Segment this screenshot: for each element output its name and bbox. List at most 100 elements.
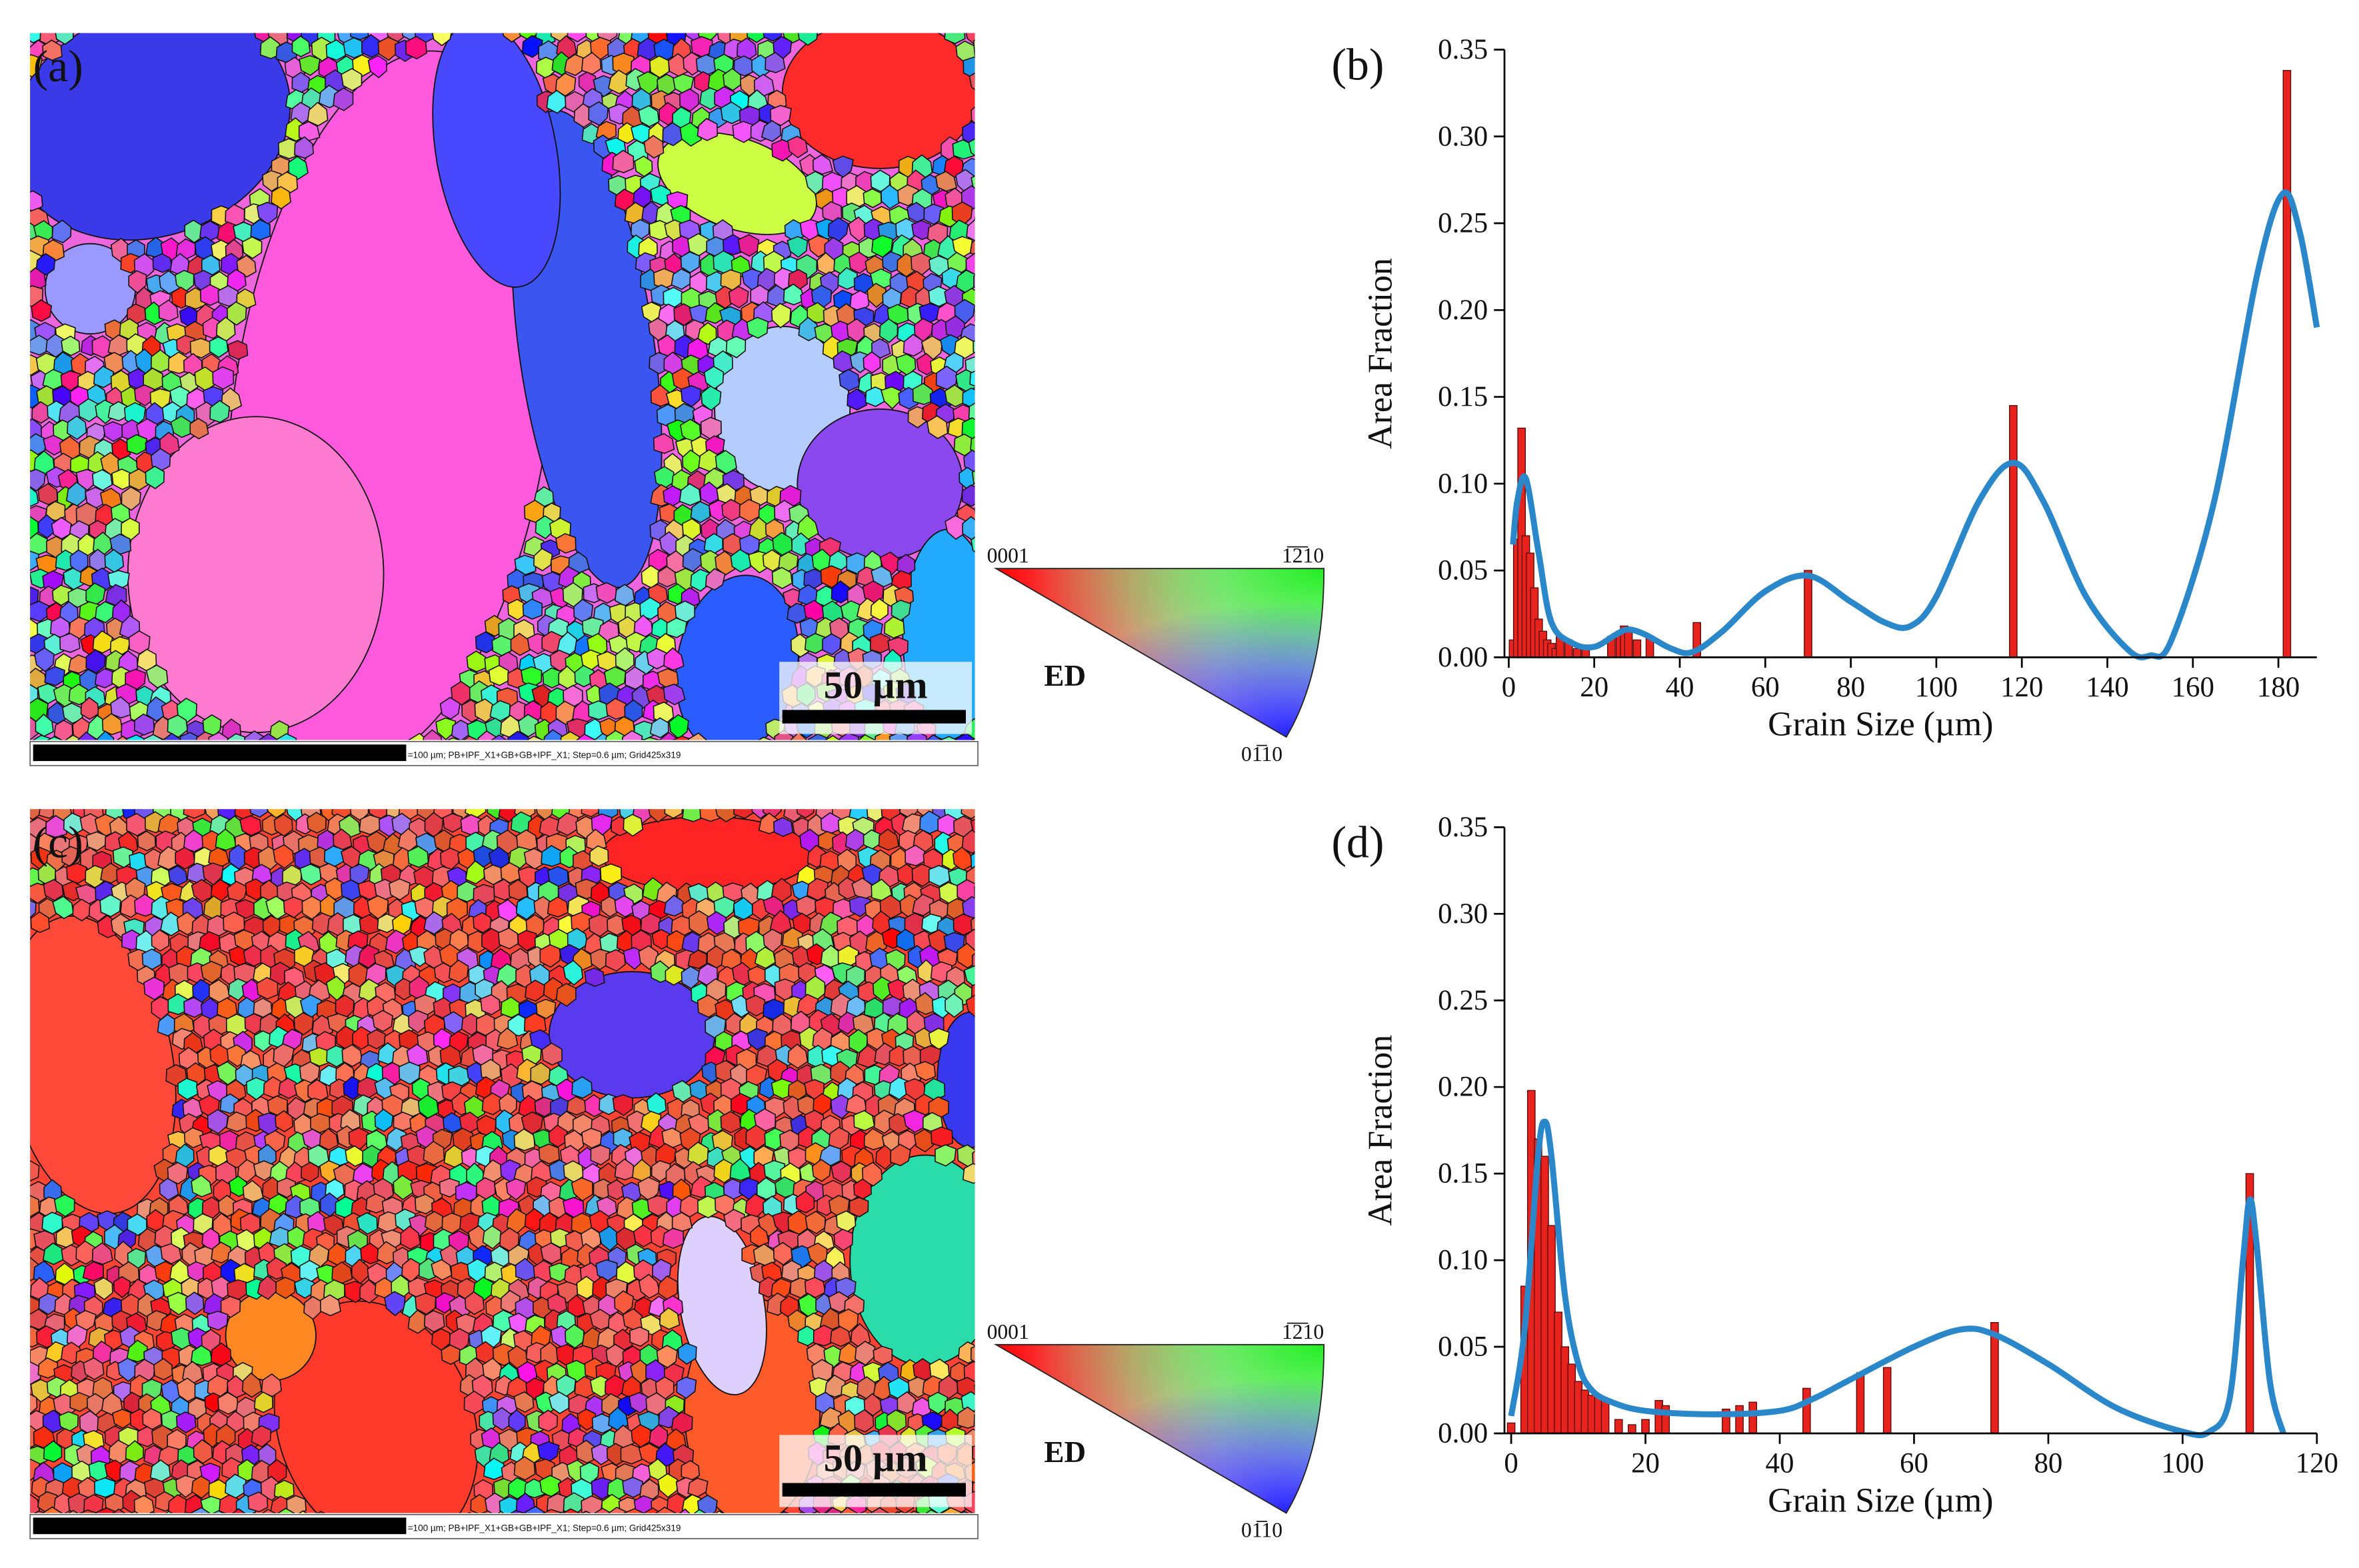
grain <box>861 1162 883 1187</box>
grain <box>980 420 999 444</box>
grain <box>275 1110 294 1133</box>
grain <box>982 1489 1003 1513</box>
grain <box>715 809 737 822</box>
grain <box>622 1477 644 1499</box>
grain <box>577 1408 597 1431</box>
grain <box>526 735 545 740</box>
grain <box>137 830 157 852</box>
grain <box>912 894 935 916</box>
grain <box>47 736 63 740</box>
x-tick-label: 100 <box>2161 1448 2204 1479</box>
y-tick-label: 0.15 <box>1438 1158 1488 1189</box>
grain <box>93 365 115 389</box>
grain <box>188 1512 191 1513</box>
bar <box>1600 1398 1610 1434</box>
grain <box>299 55 321 77</box>
grain <box>873 1345 893 1365</box>
x-tick-label: 140 <box>2086 672 2128 703</box>
grain <box>556 812 579 836</box>
y-axis-label: Area Fraction <box>1362 1035 1400 1226</box>
grain <box>990 816 1008 836</box>
panel-label: (c) <box>33 818 83 868</box>
grain <box>30 468 46 492</box>
grain <box>253 1160 275 1181</box>
grain <box>563 960 583 986</box>
grain <box>989 436 1008 458</box>
grain <box>981 488 1001 508</box>
grain <box>51 584 73 606</box>
grain <box>906 730 927 740</box>
grain <box>400 1225 421 1250</box>
grain <box>215 828 237 851</box>
grain <box>926 734 943 740</box>
bar <box>2282 70 2292 658</box>
grain <box>972 1445 975 1461</box>
grain <box>574 664 595 688</box>
grain <box>979 450 1000 473</box>
grain <box>515 1257 537 1281</box>
grain <box>68 1509 79 1513</box>
grain <box>93 1277 113 1301</box>
grain <box>113 1275 131 1299</box>
grain <box>612 1094 634 1116</box>
grain <box>30 550 40 571</box>
grain <box>482 1357 503 1381</box>
grain <box>500 862 521 884</box>
grain <box>991 736 1012 758</box>
grain <box>294 1277 315 1299</box>
grain <box>193 1439 213 1464</box>
bar <box>2009 404 2018 658</box>
grain <box>232 1508 246 1513</box>
grain <box>733 809 755 819</box>
grain <box>819 1407 842 1429</box>
grain <box>271 186 291 210</box>
grain <box>985 239 1005 261</box>
grain <box>614 895 636 918</box>
grain <box>522 598 543 620</box>
grain <box>758 736 773 740</box>
grain <box>377 1042 398 1065</box>
ebsd-map <box>30 809 1008 1513</box>
grain <box>854 1409 875 1433</box>
grain <box>261 1509 277 1513</box>
grain <box>797 994 819 1016</box>
grain <box>286 1495 307 1513</box>
grain <box>85 831 107 852</box>
grain <box>30 600 49 622</box>
grain <box>30 1160 40 1181</box>
grain <box>638 945 659 970</box>
grain <box>42 1242 65 1265</box>
grain <box>774 730 794 740</box>
panel-label: (d) <box>1331 818 1384 868</box>
y-tick-label: 0.30 <box>1438 898 1488 930</box>
grain <box>763 1160 786 1182</box>
grain <box>61 335 81 357</box>
grain <box>507 730 529 740</box>
x-tick-label: 20 <box>1631 1448 1660 1479</box>
grain <box>605 698 627 720</box>
grain <box>405 35 427 60</box>
grain <box>409 732 428 740</box>
grain <box>42 39 63 61</box>
grain <box>981 284 1001 307</box>
grain <box>787 1309 807 1332</box>
grain <box>423 1140 445 1166</box>
y-tick-label: 0.05 <box>1438 1331 1488 1363</box>
grain <box>239 1212 261 1235</box>
grain <box>957 1406 975 1429</box>
grain <box>623 1508 645 1513</box>
grain <box>961 484 975 507</box>
grain <box>249 809 269 818</box>
grain <box>253 1391 273 1413</box>
grain <box>988 1479 1008 1501</box>
grain <box>971 952 975 969</box>
grain <box>538 1143 560 1165</box>
grain <box>276 733 297 740</box>
grain <box>91 1242 113 1265</box>
grain <box>294 136 314 159</box>
grain <box>236 255 257 278</box>
grain <box>555 982 577 1007</box>
grain <box>869 1507 890 1513</box>
grain <box>211 1241 231 1264</box>
grain <box>780 1511 789 1513</box>
